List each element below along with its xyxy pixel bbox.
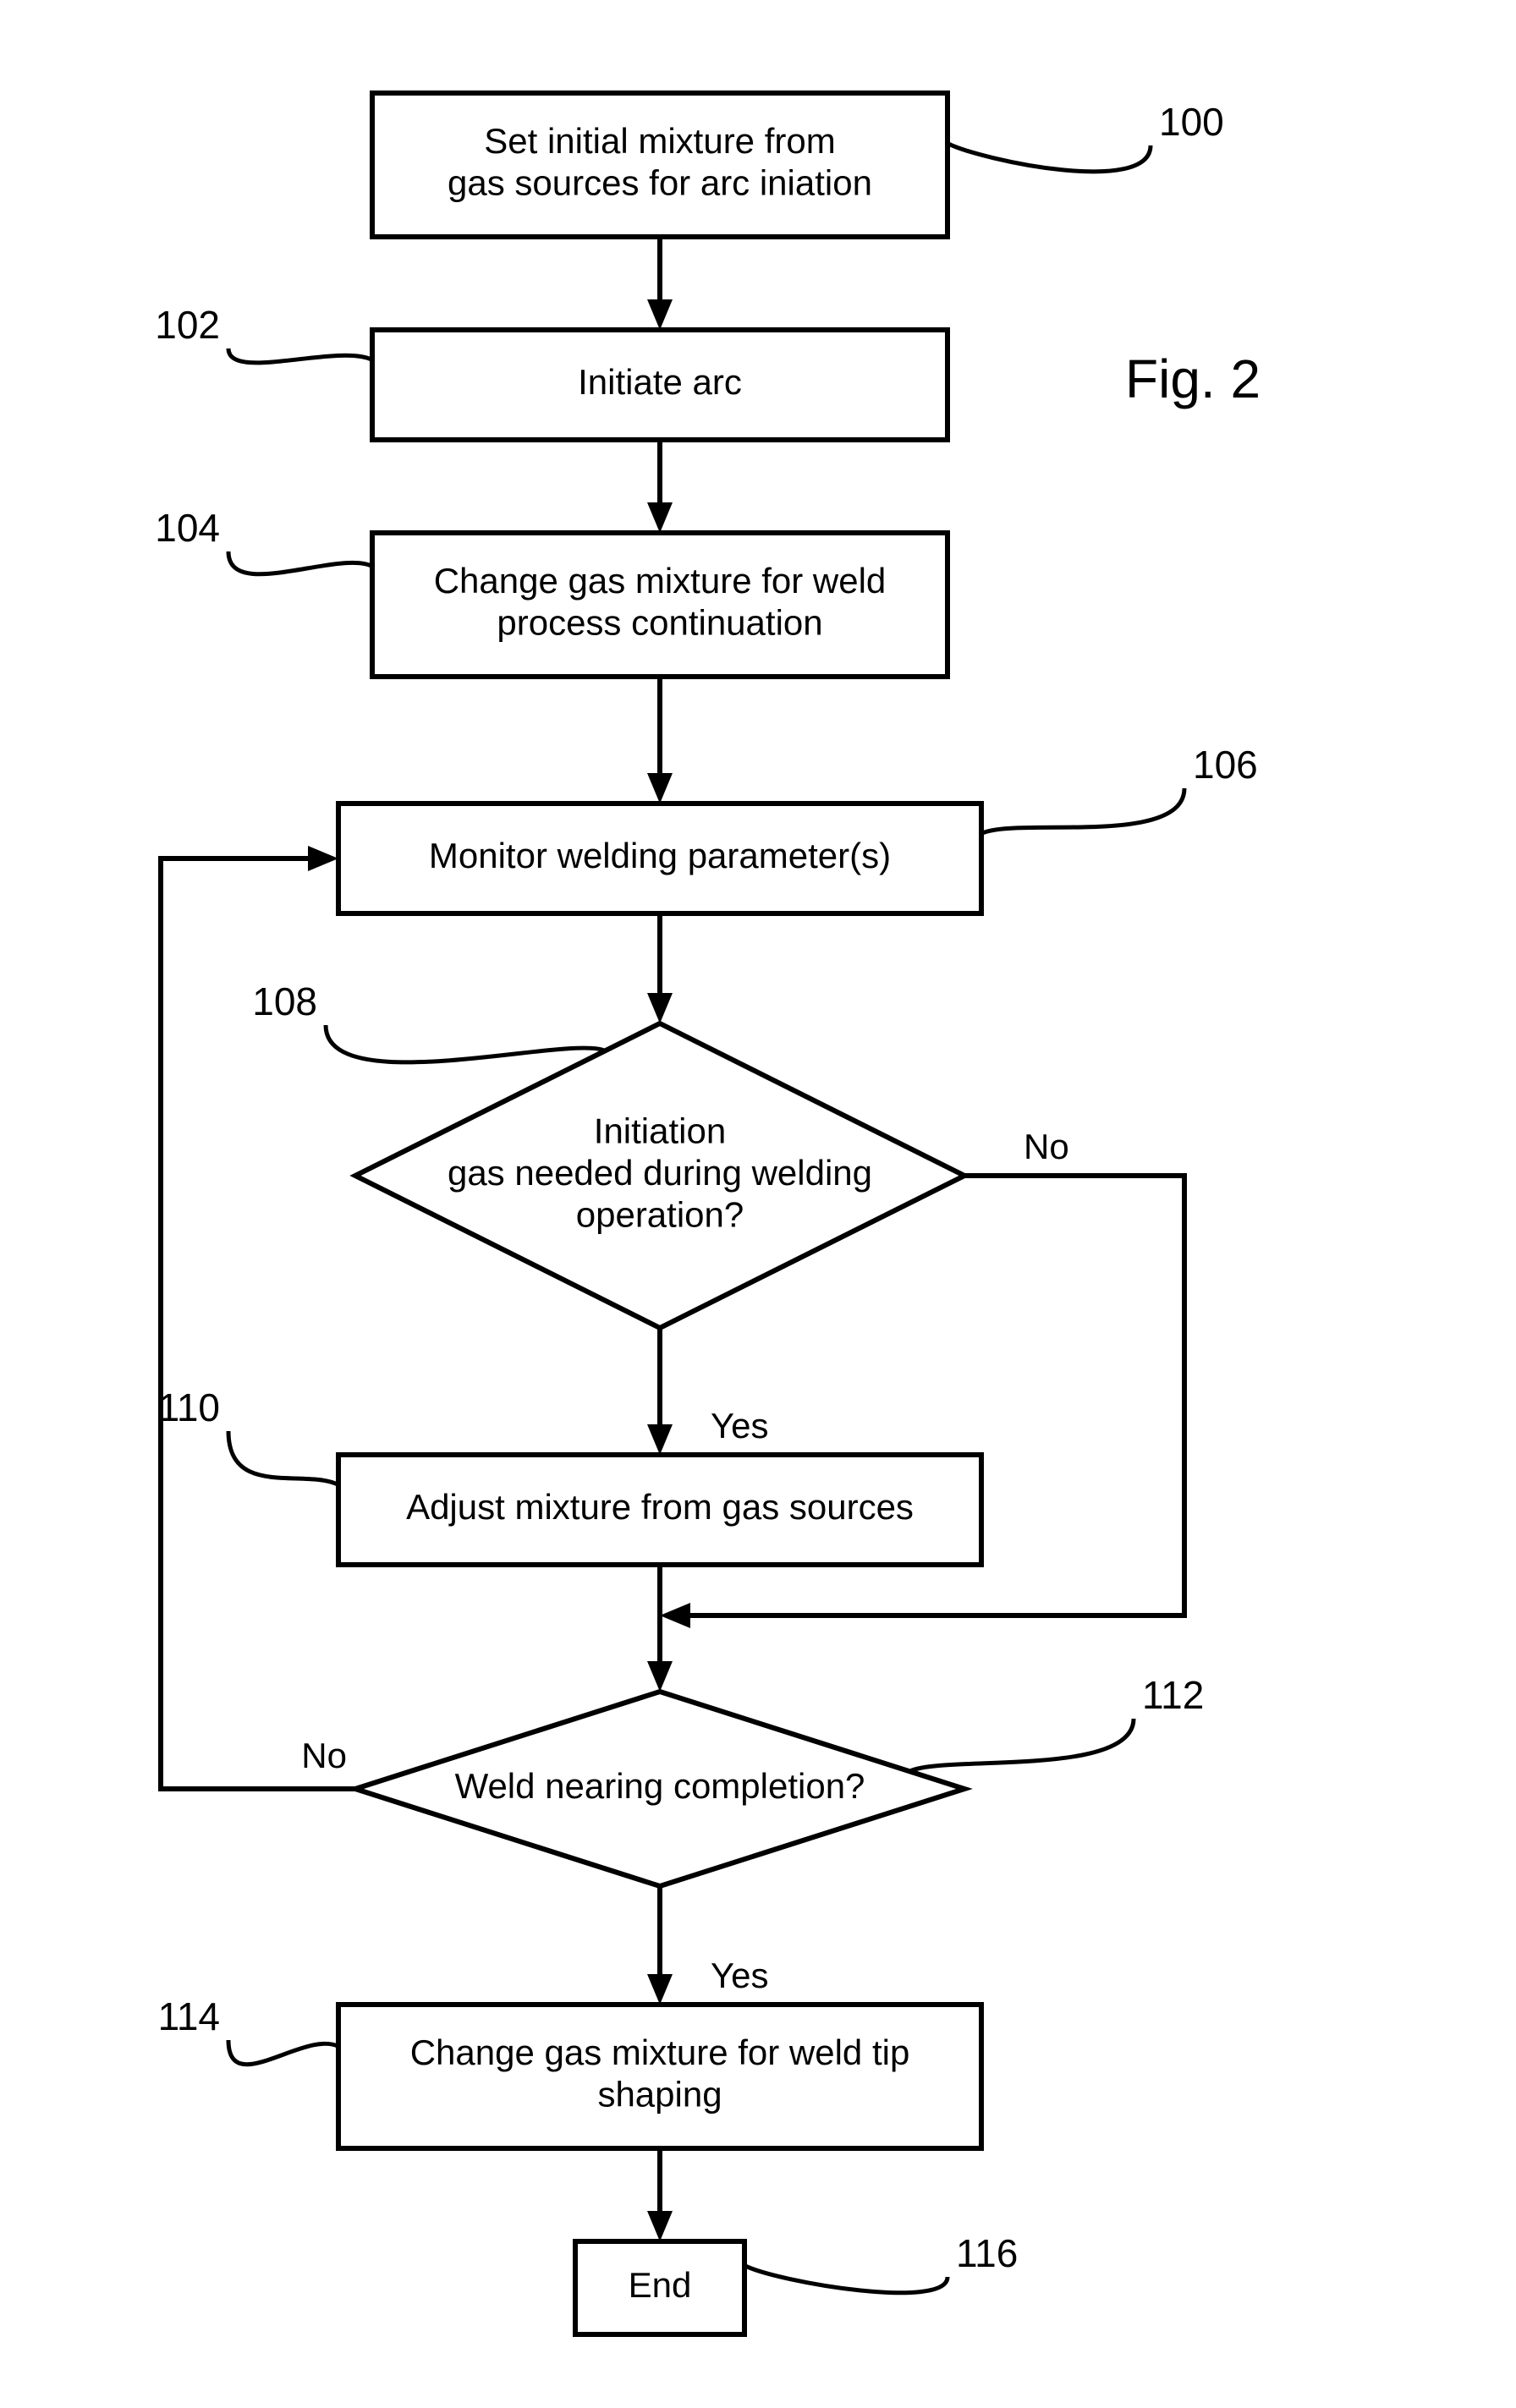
node-text: gas needed during welding [448, 1153, 872, 1193]
edge-label: Yes [711, 1406, 769, 1445]
flow-node-n106: Monitor welding parameter(s) [338, 804, 981, 913]
callout-ref: 112 [1142, 1673, 1204, 1717]
node-text: Change gas mixture for weld [434, 561, 887, 601]
flow-node-n112: Weld nearing completion? [355, 1692, 964, 1886]
callout-ref: 106 [1193, 743, 1258, 787]
node-text: Weld nearing completion? [455, 1766, 865, 1806]
flow-node-n110: Adjust mixture from gas sources [338, 1455, 981, 1565]
node-text: shaping [597, 2075, 722, 2115]
flow-node-n108: Initiationgas needed during weldingopera… [355, 1023, 964, 1328]
callout-ref: 100 [1159, 100, 1224, 144]
flowchart-figure: Set initial mixture fromgas sources for … [0, 0, 1516, 2408]
callout-ref: 116 [956, 2231, 1018, 2275]
node-text: End [629, 2265, 692, 2305]
callout-ref: 110 [158, 1385, 220, 1429]
flow-node-n100: Set initial mixture fromgas sources for … [372, 93, 948, 237]
node-text: process continuation [497, 603, 822, 643]
callout-ref: 104 [155, 506, 220, 550]
node-text: Set initial mixture from [484, 121, 835, 161]
callout-ref: 102 [155, 303, 220, 347]
callout-ref: 114 [158, 1994, 220, 2038]
edge-label: No [301, 1736, 347, 1775]
flow-node-n116: End [575, 2241, 744, 2334]
flow-node-n104: Change gas mixture for weldprocess conti… [372, 533, 948, 677]
node-text: operation? [576, 1194, 744, 1234]
node-text: Change gas mixture for weld tip [410, 2032, 910, 2072]
figure-label: Fig. 2 [1125, 348, 1261, 409]
flow-node-n102: Initiate arc [372, 330, 948, 440]
flow-node-n114: Change gas mixture for weld tipshaping [338, 2005, 981, 2148]
node-text: Monitor welding parameter(s) [429, 836, 891, 875]
node-text: Initiation [594, 1111, 726, 1150]
callout-ref: 108 [252, 979, 317, 1023]
node-text: Initiate arc [578, 362, 742, 402]
node-text: gas sources for arc iniation [448, 163, 872, 203]
edge-label: Yes [711, 1955, 769, 1995]
node-text: Adjust mixture from gas sources [406, 1487, 914, 1527]
edge-label: No [1024, 1127, 1069, 1166]
